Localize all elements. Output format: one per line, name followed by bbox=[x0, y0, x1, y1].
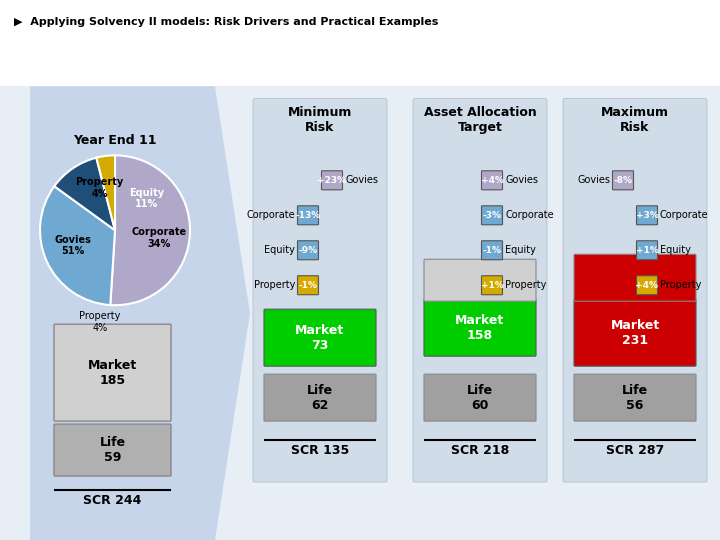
FancyBboxPatch shape bbox=[482, 241, 503, 260]
Text: Property: Property bbox=[253, 280, 295, 290]
Text: Equity: Equity bbox=[660, 245, 691, 255]
FancyBboxPatch shape bbox=[636, 276, 657, 295]
Text: Property: Property bbox=[660, 280, 701, 290]
Text: -8%: -8% bbox=[613, 176, 632, 185]
FancyBboxPatch shape bbox=[264, 309, 376, 366]
Text: SCR 244: SCR 244 bbox=[84, 494, 142, 507]
Text: Life
59: Life 59 bbox=[99, 436, 125, 464]
Text: Corporate: Corporate bbox=[660, 210, 708, 220]
Text: +23%: +23% bbox=[318, 176, 346, 185]
FancyBboxPatch shape bbox=[482, 206, 503, 225]
Text: Corporate
34%: Corporate 34% bbox=[132, 227, 187, 249]
FancyBboxPatch shape bbox=[613, 171, 634, 190]
FancyBboxPatch shape bbox=[482, 171, 503, 190]
Text: Property
4%: Property 4% bbox=[76, 177, 124, 199]
Wedge shape bbox=[110, 156, 190, 305]
FancyBboxPatch shape bbox=[424, 259, 536, 301]
Text: Equity
11%: Equity 11% bbox=[130, 188, 164, 210]
Text: Equity: Equity bbox=[505, 245, 536, 255]
FancyBboxPatch shape bbox=[297, 241, 318, 260]
Text: -9%: -9% bbox=[298, 246, 318, 255]
Text: Minimum
Risk: Minimum Risk bbox=[288, 106, 352, 134]
Text: +3%: +3% bbox=[636, 211, 658, 220]
Wedge shape bbox=[54, 158, 115, 230]
FancyBboxPatch shape bbox=[636, 206, 657, 225]
Text: Equity: Equity bbox=[264, 245, 295, 255]
FancyBboxPatch shape bbox=[574, 374, 696, 421]
Text: 103: 103 bbox=[682, 56, 706, 69]
Text: Govies: Govies bbox=[345, 176, 378, 185]
FancyBboxPatch shape bbox=[297, 206, 318, 225]
FancyBboxPatch shape bbox=[253, 98, 387, 482]
Text: Year End 11: Year End 11 bbox=[73, 134, 157, 147]
Text: ORSA & SAA: A Segregated Fund Example: ORSA & SAA: A Segregated Fund Example bbox=[14, 53, 438, 71]
Text: Govies: Govies bbox=[577, 176, 610, 185]
Text: Maximum
Risk: Maximum Risk bbox=[601, 106, 669, 134]
Text: -1%: -1% bbox=[299, 281, 318, 290]
FancyBboxPatch shape bbox=[297, 276, 318, 295]
FancyBboxPatch shape bbox=[413, 98, 547, 482]
FancyBboxPatch shape bbox=[54, 424, 171, 476]
FancyBboxPatch shape bbox=[424, 299, 536, 356]
Text: Market
231: Market 231 bbox=[611, 319, 660, 347]
Text: +1%: +1% bbox=[636, 246, 658, 255]
Text: +4%: +4% bbox=[480, 176, 503, 185]
Polygon shape bbox=[30, 86, 250, 540]
Text: -3%: -3% bbox=[482, 211, 502, 220]
Wedge shape bbox=[40, 186, 115, 305]
Text: SCR 218: SCR 218 bbox=[451, 443, 509, 457]
Text: Market
158: Market 158 bbox=[455, 314, 505, 342]
Text: Life
62: Life 62 bbox=[307, 383, 333, 411]
Text: SCR 135: SCR 135 bbox=[291, 443, 349, 457]
Text: Asset Allocation
Target: Asset Allocation Target bbox=[423, 106, 536, 134]
Text: SCR 287: SCR 287 bbox=[606, 443, 664, 457]
Text: -13%: -13% bbox=[295, 211, 320, 220]
Text: -1%: -1% bbox=[482, 246, 502, 255]
FancyBboxPatch shape bbox=[563, 98, 707, 482]
FancyBboxPatch shape bbox=[424, 374, 536, 421]
FancyBboxPatch shape bbox=[54, 324, 171, 421]
Text: Market
73: Market 73 bbox=[295, 323, 345, 352]
Text: ▶  Applying Solvency II models: Risk Drivers and Practical Examples: ▶ Applying Solvency II models: Risk Driv… bbox=[14, 17, 438, 26]
FancyBboxPatch shape bbox=[574, 254, 696, 301]
Text: Govies: Govies bbox=[505, 176, 538, 185]
Text: Govies
51%: Govies 51% bbox=[54, 235, 91, 256]
Text: Life
60: Life 60 bbox=[467, 383, 493, 411]
Wedge shape bbox=[96, 156, 115, 230]
Text: +4%: +4% bbox=[636, 281, 659, 290]
FancyBboxPatch shape bbox=[574, 299, 696, 366]
Text: +1%: +1% bbox=[480, 281, 503, 290]
FancyBboxPatch shape bbox=[636, 241, 657, 260]
FancyBboxPatch shape bbox=[482, 276, 503, 295]
Text: Corporate: Corporate bbox=[246, 210, 295, 220]
FancyBboxPatch shape bbox=[264, 374, 376, 421]
Text: Property: Property bbox=[505, 280, 546, 290]
Text: Life
56: Life 56 bbox=[622, 383, 648, 411]
Text: Corporate: Corporate bbox=[505, 210, 554, 220]
Text: Property
4%: Property 4% bbox=[79, 312, 121, 333]
Text: Market
185: Market 185 bbox=[88, 359, 137, 387]
FancyBboxPatch shape bbox=[322, 171, 343, 190]
